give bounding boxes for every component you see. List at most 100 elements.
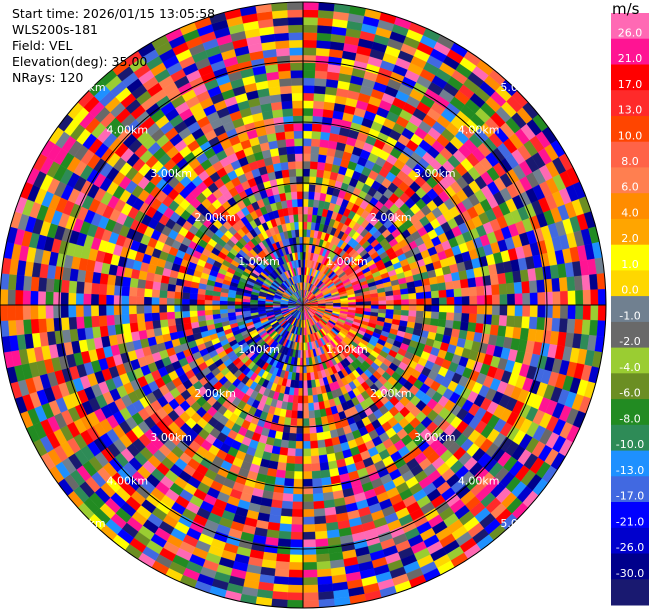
velocity-cell bbox=[37, 290, 46, 306]
velocity-cell bbox=[290, 531, 304, 540]
velocity-cell bbox=[219, 304, 228, 310]
velocity-cell bbox=[319, 139, 330, 149]
velocity-cell bbox=[467, 322, 477, 333]
velocity-cell bbox=[60, 292, 69, 306]
velocity-cell bbox=[296, 183, 304, 192]
velocity-cell bbox=[151, 312, 161, 321]
velocity-cell bbox=[279, 523, 292, 533]
velocity-cell bbox=[302, 160, 311, 169]
velocity-cell bbox=[313, 508, 326, 517]
velocity-cell bbox=[439, 304, 448, 313]
velocity-cell bbox=[498, 283, 508, 295]
velocity-cell bbox=[105, 294, 115, 306]
velocity-cell bbox=[497, 272, 507, 285]
velocity-cell bbox=[98, 294, 107, 306]
velocity-cell bbox=[521, 316, 531, 329]
velocity-cell bbox=[290, 70, 304, 79]
velocity-cell bbox=[279, 515, 293, 525]
velocity-cell bbox=[491, 304, 501, 316]
velocity-cell bbox=[507, 293, 516, 306]
velocity-cell bbox=[287, 584, 304, 594]
velocity-cell bbox=[322, 108, 334, 119]
velocity-cell bbox=[581, 274, 591, 291]
velocity-cell bbox=[287, 440, 297, 449]
velocity-cell bbox=[302, 448, 312, 457]
velocity-cell bbox=[302, 153, 312, 162]
velocity-cell bbox=[292, 493, 304, 503]
velocity-cell bbox=[151, 296, 160, 306]
velocity-cell bbox=[287, 161, 297, 170]
velocity-cell bbox=[311, 123, 323, 132]
velocity-cell bbox=[302, 229, 308, 238]
colorbar-tick-label: -2.0 bbox=[619, 335, 640, 348]
velocity-cell bbox=[189, 298, 198, 306]
velocity-cell bbox=[393, 299, 402, 306]
velocity-cell bbox=[68, 304, 77, 318]
velocity-cell bbox=[430, 318, 439, 327]
velocity-cell bbox=[294, 448, 304, 457]
velocity-cell bbox=[320, 469, 331, 479]
velocity-cell bbox=[196, 310, 206, 317]
velocity-cell bbox=[370, 300, 379, 306]
velocity-cell bbox=[307, 395, 314, 404]
velocity-cell bbox=[551, 277, 561, 293]
velocity-cell bbox=[313, 500, 325, 510]
velocity-cell bbox=[443, 273, 453, 283]
range-ring-label: 2.00km bbox=[194, 387, 236, 400]
velocity-cell bbox=[309, 440, 319, 449]
colorbar-tick-label: 6.0 bbox=[621, 181, 639, 194]
velocity-cell bbox=[287, 153, 296, 163]
velocity-cell bbox=[227, 300, 236, 306]
velocity-cell bbox=[283, 478, 295, 487]
velocity-cell bbox=[307, 206, 314, 215]
velocity-cell bbox=[314, 77, 327, 87]
velocity-cell bbox=[302, 130, 313, 139]
velocity-cell bbox=[279, 447, 289, 456]
velocity-cell bbox=[320, 131, 331, 141]
velocity-cell bbox=[504, 326, 515, 339]
colorbar-tick-label: -8.0 bbox=[619, 412, 640, 425]
velocity-cell bbox=[168, 324, 178, 334]
velocity-cell bbox=[272, 491, 284, 502]
velocity-cell bbox=[144, 320, 154, 331]
velocity-cell bbox=[280, 93, 293, 102]
velocity-cell bbox=[68, 316, 78, 330]
velocity-cell bbox=[469, 304, 478, 315]
velocity-cell bbox=[219, 308, 228, 314]
velocity-cell bbox=[288, 24, 304, 33]
velocity-cell bbox=[22, 275, 32, 291]
velocity-cell bbox=[558, 318, 568, 333]
velocity-cell bbox=[270, 499, 283, 509]
velocity-cell bbox=[536, 317, 546, 331]
velocity-cell bbox=[45, 277, 55, 293]
velocity-cell bbox=[159, 282, 169, 291]
velocity-cell bbox=[75, 304, 84, 318]
velocity-cell bbox=[98, 315, 108, 327]
velocity-cell bbox=[280, 161, 289, 171]
velocity-cell bbox=[292, 501, 304, 510]
velocity-cell bbox=[275, 131, 286, 141]
velocity-cell bbox=[302, 433, 311, 442]
velocity-cell bbox=[461, 296, 470, 306]
colorbar-tick-label: -26.0 bbox=[616, 541, 644, 554]
velocity-cell bbox=[302, 183, 310, 192]
velocity-cell bbox=[290, 183, 298, 193]
velocity-cell bbox=[317, 439, 326, 449]
velocity-cell bbox=[489, 274, 500, 286]
velocity-cell bbox=[290, 524, 304, 533]
velocity-cell bbox=[302, 206, 309, 215]
velocity-cell bbox=[431, 297, 440, 306]
velocity-cell bbox=[476, 295, 485, 306]
velocity-cells bbox=[0, 1, 607, 609]
velocity-cell bbox=[68, 280, 78, 294]
velocity-cell bbox=[452, 320, 462, 331]
velocity-cell bbox=[294, 145, 304, 154]
range-ring-label: 3.00km bbox=[414, 431, 456, 444]
velocity-cell bbox=[98, 283, 108, 295]
velocity-cell bbox=[290, 410, 298, 419]
velocity-cell bbox=[308, 191, 316, 200]
velocity-cell bbox=[295, 160, 304, 169]
velocity-cell bbox=[295, 236, 300, 245]
velocity-cell bbox=[273, 576, 289, 586]
velocity-cell bbox=[491, 314, 500, 326]
